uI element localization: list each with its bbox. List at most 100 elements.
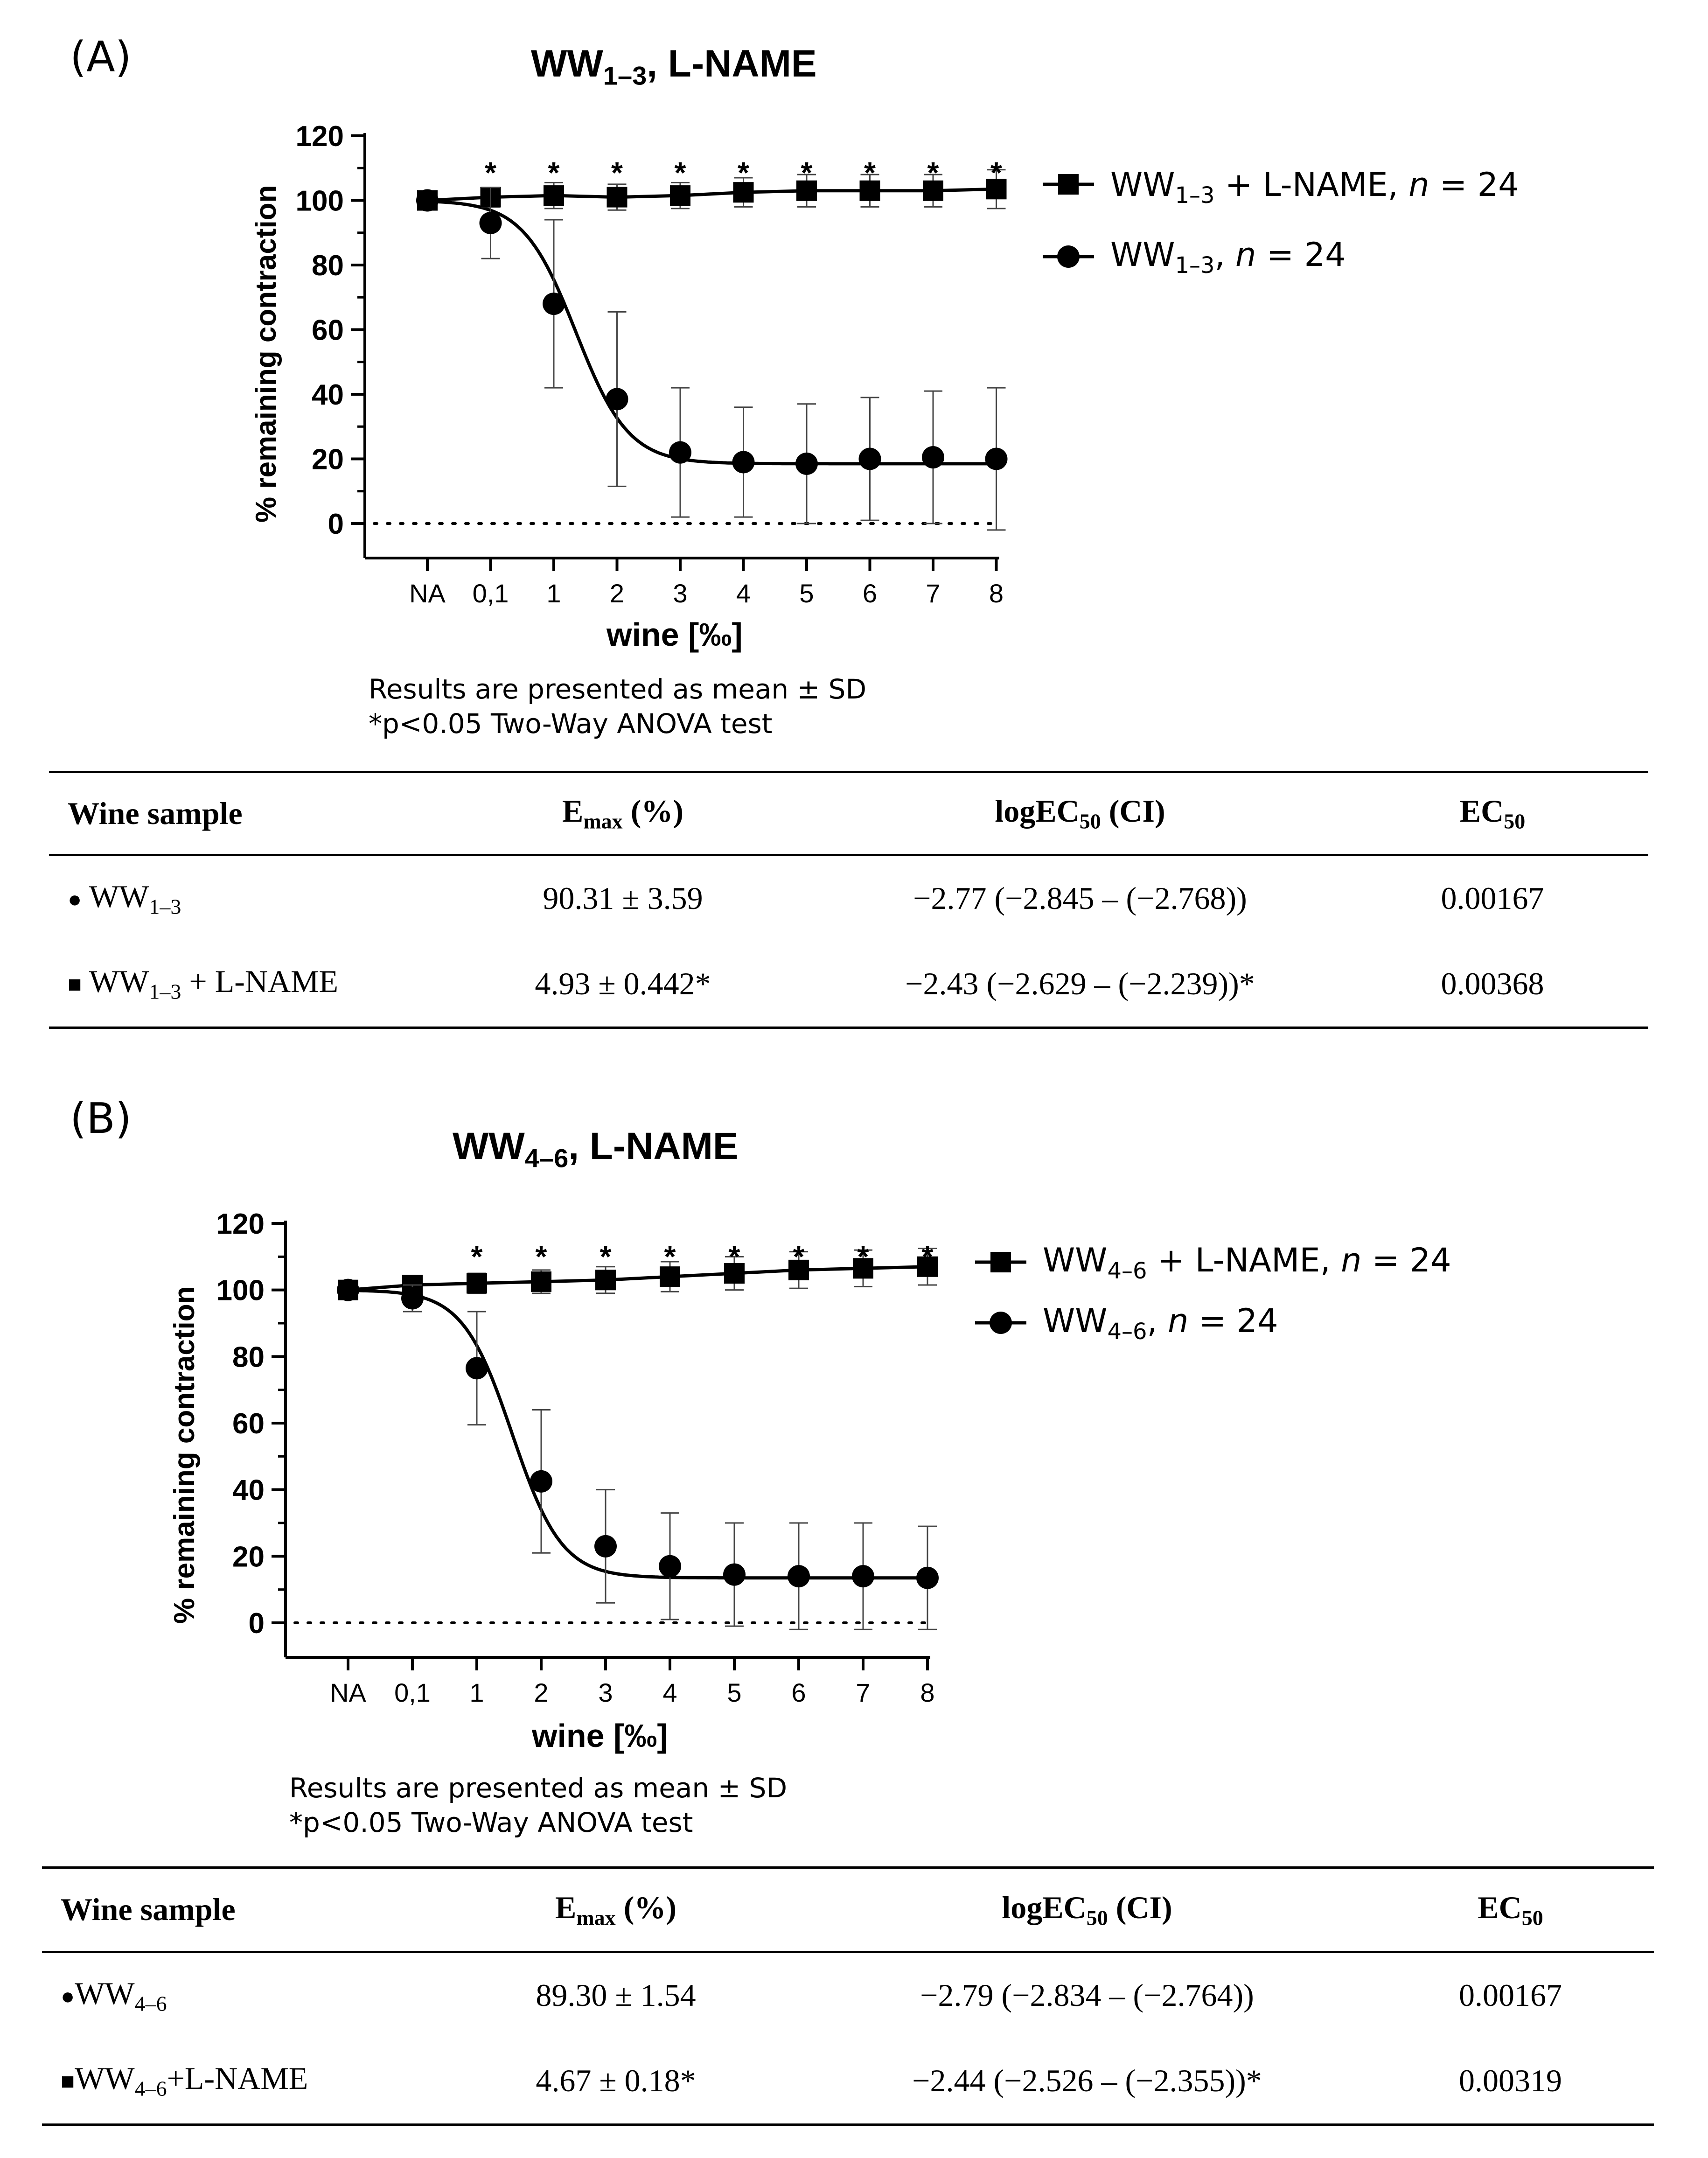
cell-logec50: −2.44 (−2.526 – (−2.355))* xyxy=(912,2062,1262,2098)
y-axis-label-b: % remaining contraction xyxy=(168,1286,201,1624)
legend-n-value: = 24 xyxy=(1188,1302,1278,1340)
significance-marker: * xyxy=(927,156,939,189)
significance-marker: * xyxy=(675,156,686,189)
data-point-square xyxy=(986,179,1007,200)
legend-label-main: WW xyxy=(1110,166,1175,204)
legend-label-suffix: , xyxy=(1147,1302,1168,1340)
legend-label-main: WW xyxy=(1043,1241,1108,1279)
legend-item-b-2: WW4–6, n = 24 xyxy=(1043,1302,1278,1345)
significance-marker: * xyxy=(922,1240,934,1273)
legend-label-main: WW xyxy=(1043,1302,1108,1340)
data-point-square xyxy=(724,1263,745,1284)
legend-n-label: n xyxy=(1408,166,1429,204)
table-header-sample: Wine sample xyxy=(42,1869,425,1953)
x-tick-label: 5 xyxy=(799,579,814,608)
legend-swatch-circle-b xyxy=(975,1312,1026,1334)
data-point-square xyxy=(467,1273,487,1294)
data-point-circle xyxy=(543,293,565,315)
data-point-circle xyxy=(922,446,944,469)
legend-n-value: = 24 xyxy=(1256,236,1346,274)
legend-swatch-square-b xyxy=(975,1252,1026,1272)
data-point-circle xyxy=(659,1555,681,1578)
panel-letter-b: (B) xyxy=(70,1094,132,1143)
x-tick-label: 8 xyxy=(989,579,1004,608)
x-tick-label: 1 xyxy=(469,1678,484,1707)
data-point-square xyxy=(733,182,754,203)
significance-marker: * xyxy=(729,1240,740,1273)
data-point-circle xyxy=(788,1565,810,1588)
legend-n-value: = 24 xyxy=(1361,1241,1451,1279)
cell-emax: 89.30 ± 1.54 xyxy=(536,1977,696,2013)
x-tick-label: 6 xyxy=(791,1678,806,1707)
data-point-circle xyxy=(337,1278,359,1301)
legend-n-label: n xyxy=(1235,236,1256,274)
x-tick-label: 0,1 xyxy=(394,1678,431,1707)
y-tick-label: 60 xyxy=(232,1408,265,1440)
table-row: ●WW4–6 89.30 ± 1.54 −2.79 (−2.834 – (−2.… xyxy=(42,1952,1654,2038)
chart-title-b: WW4–6, L-NAME xyxy=(453,1124,739,1173)
significance-marker: * xyxy=(801,156,813,189)
x-tick-label: 7 xyxy=(856,1678,870,1707)
data-point-square xyxy=(853,1258,873,1279)
legend-item-a-2: WW1–3, n = 24 xyxy=(1110,236,1346,279)
significance-marker: * xyxy=(611,156,623,189)
cell-ec50: 0.00167 xyxy=(1459,1977,1562,2013)
table-row: ■WW4–6+L-NAME 4.67 ± 0.18* −2.44 (−2.526… xyxy=(42,2038,1654,2124)
title-sub: 1–3 xyxy=(603,61,647,91)
data-point-square xyxy=(788,1259,809,1280)
title-main: WW xyxy=(453,1125,525,1167)
note-b: Results are presented as mean ± SD *p<0.0… xyxy=(289,1771,787,1840)
legend-item-b-1: WW4–6 + L-NAME, n = 24 xyxy=(1043,1241,1451,1284)
note-line-1: Results are presented as mean ± SD xyxy=(289,1772,788,1804)
results-table-a: Wine sample Emax (%) logEC50 (CI) EC50 ●… xyxy=(49,773,1648,1029)
data-point-square xyxy=(595,1270,616,1291)
legend-label-sub: 1–3 xyxy=(1175,182,1215,209)
significance-marker: * xyxy=(990,156,1002,189)
y-tick-label: 120 xyxy=(296,120,344,153)
series-line xyxy=(427,200,997,466)
data-point-square xyxy=(531,1271,551,1292)
legend-label-suffix: , xyxy=(1214,236,1236,274)
x-tick-label: 6 xyxy=(863,579,877,608)
note-line-2: *p<0.05 Two-Way ANOVA test xyxy=(369,708,773,740)
data-point-circle xyxy=(466,1357,488,1380)
legend-label-sub: 1–3 xyxy=(1175,252,1215,279)
data-point-circle xyxy=(723,1563,746,1586)
significance-marker: * xyxy=(864,156,876,189)
y-tick-label: 60 xyxy=(312,314,344,347)
data-point-circle xyxy=(606,388,628,411)
cell-logec50: −2.79 (−2.834 – (−2.764)) xyxy=(920,1977,1254,2013)
y-tick-label: 0 xyxy=(249,1607,265,1640)
x-tick-label: 3 xyxy=(598,1678,613,1707)
cell-sample: ● WW1–3 xyxy=(68,878,181,919)
data-point-circle xyxy=(669,441,691,464)
series-line xyxy=(427,187,997,202)
x-tick-label: 4 xyxy=(736,579,751,608)
data-point-square xyxy=(607,187,627,208)
cell-logec50: −2.43 (−2.629 – (−2.239))* xyxy=(905,965,1255,1001)
table-header-emax: Emax (%) xyxy=(422,773,823,856)
legend-label-sub: 4–6 xyxy=(1107,1319,1147,1345)
data-point-circle xyxy=(985,447,1008,470)
x-tick-label: 2 xyxy=(534,1678,548,1707)
note-line-2: *p<0.05 Two-Way ANOVA test xyxy=(289,1807,693,1838)
data-point-circle xyxy=(416,189,439,212)
data-point-square xyxy=(544,185,564,206)
data-point-square xyxy=(859,180,880,201)
significance-marker: * xyxy=(793,1240,805,1273)
legend-item-a-1: WW1–3 + L-NAME, n = 24 xyxy=(1110,166,1519,209)
significance-marker: * xyxy=(857,1240,869,1273)
table-header-logec50: logEC50 (CI) xyxy=(823,773,1337,856)
significance-marker: * xyxy=(485,156,496,189)
legend-n-value: = 24 xyxy=(1429,166,1519,204)
chart-title-a: WW1–3, L-NAME xyxy=(531,42,817,91)
significance-marker: * xyxy=(738,156,749,189)
cell-sample: ■ WW1–3 + L-NAME xyxy=(68,964,339,1004)
table-row: ■ WW1–3 + L-NAME 4.93 ± 0.442* −2.43 (−2… xyxy=(49,941,1648,1027)
significance-marker: * xyxy=(536,1240,547,1273)
cell-ec50: 0.00319 xyxy=(1459,2062,1562,2098)
data-point-circle xyxy=(401,1287,424,1310)
cell-sample: ■WW4–6+L-NAME xyxy=(61,2060,308,2101)
